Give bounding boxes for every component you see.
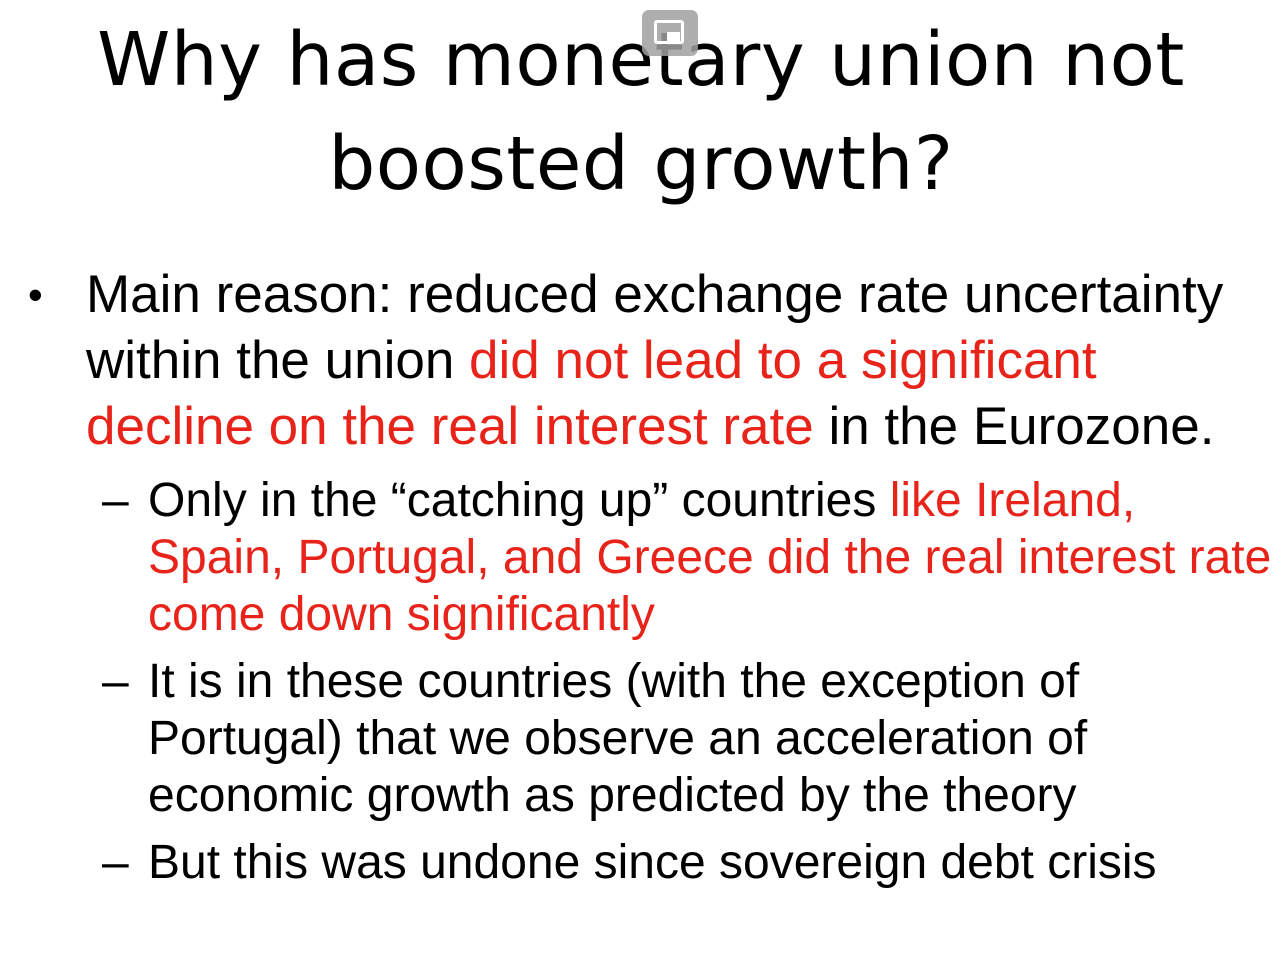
screen-overlay-icon[interactable] (642, 10, 698, 56)
dash-marker: – (102, 655, 129, 708)
sub-bullet-text: But this was undone since sovereign debt… (148, 836, 1157, 889)
sub-bullet-debt-crisis: – But this was undone since sovereign de… (102, 834, 1274, 891)
slide-title-line-1: Why has monetary union not (97, 17, 1185, 103)
sub-bullet-acceleration: – It is in these countries (with the exc… (102, 653, 1274, 824)
sub-bullet-text: It is in these countries (with the excep… (148, 655, 1088, 822)
slide-title: Why has monetary union not boosted growt… (0, 8, 1282, 216)
slide-body: • Main reason: reduced exchange rate unc… (0, 262, 1282, 901)
slide-title-line-2: boosted growth? (328, 121, 954, 207)
sub-bullet-highlight: like Ireland, Spain, Portugal, and Greec… (148, 474, 1272, 641)
main-bullet-highlight: did not lead to a significant decline on… (86, 331, 1097, 456)
dash-marker: – (102, 836, 129, 889)
sub-bullet-text: Only in the “catching up” countries (148, 474, 890, 527)
sub-bullet-list: – Only in the “catching up” countries li… (0, 472, 1282, 891)
sub-bullet-catching-up: – Only in the “catching up” countries li… (102, 472, 1274, 643)
main-bullet-text-end: in the Eurozone. (813, 397, 1215, 456)
main-bullet-text: Main reason: reduced exchange rate uncer… (86, 265, 1224, 390)
bullet-marker: • (28, 271, 43, 318)
dash-marker: – (102, 474, 129, 527)
main-bullet: • Main reason: reduced exchange rate unc… (28, 262, 1276, 460)
